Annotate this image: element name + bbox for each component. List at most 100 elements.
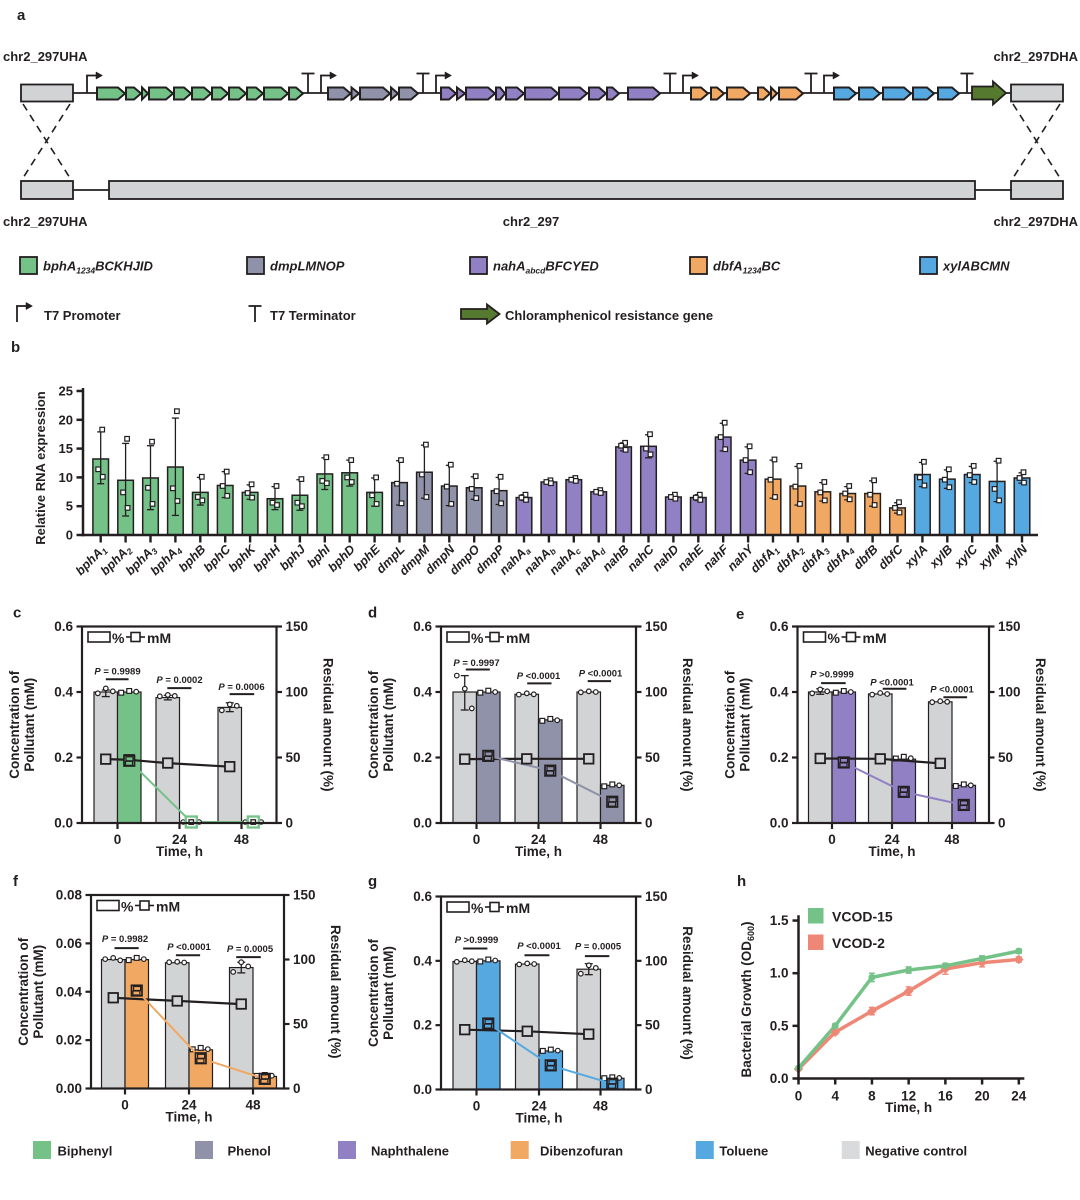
- svg-text:P <0.0001: P <0.0001: [930, 684, 974, 695]
- svg-text:100: 100: [286, 685, 309, 700]
- svg-text:0: 0: [795, 1089, 803, 1104]
- svg-text:c: c: [13, 605, 21, 622]
- svg-text:P = 0.0002: P = 0.0002: [156, 675, 202, 686]
- svg-text:Residual amount (%): Residual amount (%): [328, 925, 343, 1059]
- svg-text:Residual amount (%): Residual amount (%): [321, 658, 336, 792]
- svg-text:Pollutant (mM): Pollutant (mM): [22, 678, 37, 772]
- svg-text:P <0.0001: P <0.0001: [167, 942, 211, 953]
- svg-text:Concentration of: Concentration of: [366, 670, 381, 778]
- svg-text:0: 0: [286, 816, 294, 831]
- svg-text:48: 48: [593, 832, 609, 847]
- svg-text:VCOD-15: VCOD-15: [832, 909, 893, 925]
- svg-text:Residual amount (%): Residual amount (%): [680, 926, 695, 1060]
- svg-text:T7 Promoter: T7 Promoter: [44, 308, 121, 323]
- svg-text:0.4: 0.4: [54, 685, 73, 700]
- svg-text:0: 0: [473, 1099, 481, 1114]
- svg-text:16: 16: [938, 1089, 954, 1104]
- svg-text:Time, h: Time, h: [515, 844, 562, 859]
- svg-text:mM: mM: [863, 630, 887, 646]
- svg-text:P = 0.0005: P = 0.0005: [575, 941, 622, 952]
- svg-text:0.2: 0.2: [770, 750, 789, 765]
- svg-text:Pollutant (mM): Pollutant (mM): [738, 678, 753, 772]
- svg-text:nahAabcdBFCYED: nahAabcdBFCYED: [493, 259, 599, 276]
- svg-text:150: 150: [998, 619, 1021, 634]
- svg-text:b: b: [11, 339, 20, 356]
- svg-text:d: d: [368, 605, 377, 622]
- svg-text:48: 48: [245, 1098, 261, 1113]
- svg-text:0: 0: [293, 1081, 301, 1096]
- svg-text:Residual amount (%): Residual amount (%): [1033, 658, 1048, 792]
- svg-text:mM: mM: [506, 900, 530, 916]
- svg-text:P >0.9999: P >0.9999: [455, 935, 499, 946]
- svg-text:1.0: 1.0: [770, 966, 789, 981]
- svg-text:20: 20: [59, 412, 73, 427]
- svg-text:Time, h: Time, h: [165, 1110, 212, 1125]
- svg-text:15: 15: [59, 441, 73, 456]
- svg-text:%: %: [121, 899, 134, 915]
- svg-text:P >0.9999: P >0.9999: [810, 670, 854, 681]
- svg-text:mM: mM: [147, 630, 171, 646]
- svg-text:Time, h: Time, h: [156, 844, 203, 859]
- svg-text:Concentration of: Concentration of: [7, 670, 22, 778]
- svg-text:P <0.0001: P <0.0001: [579, 669, 623, 680]
- svg-text:VCOD-2: VCOD-2: [832, 935, 885, 951]
- svg-text:100: 100: [645, 953, 668, 968]
- svg-text:25: 25: [59, 384, 73, 399]
- svg-text:0.2: 0.2: [413, 1018, 432, 1033]
- svg-text:chr2_297DHA: chr2_297DHA: [993, 214, 1078, 229]
- svg-text:0.08: 0.08: [56, 888, 83, 903]
- svg-text:0.5: 0.5: [770, 1018, 789, 1033]
- svg-text:chr2_297UHA: chr2_297UHA: [3, 49, 88, 64]
- svg-text:0.4: 0.4: [770, 685, 789, 700]
- svg-text:0.2: 0.2: [54, 750, 73, 765]
- svg-text:0.0: 0.0: [54, 816, 73, 831]
- svg-text:0.02: 0.02: [56, 1033, 82, 1048]
- svg-text:P = 0.0005: P = 0.0005: [227, 944, 274, 955]
- svg-text:0.06: 0.06: [56, 936, 83, 951]
- svg-text:24: 24: [531, 1099, 547, 1114]
- svg-text:0.04: 0.04: [56, 984, 83, 999]
- svg-text:0.0: 0.0: [413, 1082, 432, 1097]
- svg-text:P = 0.9989: P = 0.9989: [94, 666, 140, 677]
- svg-text:Concentration of: Concentration of: [366, 939, 381, 1047]
- svg-text:e: e: [736, 606, 744, 623]
- svg-text:24: 24: [1011, 1089, 1027, 1104]
- svg-text:%: %: [828, 630, 841, 646]
- svg-text:Chloramphenicol resistance gen: Chloramphenicol resistance gene: [505, 308, 713, 323]
- svg-text:f: f: [13, 873, 19, 890]
- svg-text:chr2_297UHA: chr2_297UHA: [3, 214, 88, 229]
- svg-text:Negative control: Negative control: [865, 1144, 967, 1159]
- svg-text:P = 0.0006: P = 0.0006: [218, 682, 264, 693]
- svg-text:%: %: [471, 630, 484, 646]
- svg-text:chr2_297: chr2_297: [503, 214, 559, 229]
- svg-text:4: 4: [831, 1089, 839, 1104]
- svg-text:T7 Terminator: T7 Terminator: [270, 308, 356, 323]
- svg-text:150: 150: [645, 889, 668, 904]
- svg-text:0.4: 0.4: [413, 685, 432, 700]
- svg-text:0.0: 0.0: [770, 816, 789, 831]
- svg-text:0: 0: [473, 832, 481, 847]
- svg-text:xylABCMN: xylABCMN: [942, 259, 1010, 274]
- svg-text:0: 0: [645, 816, 653, 831]
- svg-text:5: 5: [66, 499, 73, 514]
- svg-text:Time, h: Time, h: [885, 1100, 932, 1115]
- svg-text:48: 48: [234, 832, 250, 847]
- svg-text:chr2_297DHA: chr2_297DHA: [993, 49, 1078, 64]
- svg-text:Time, h: Time, h: [515, 1111, 562, 1126]
- svg-text:0.6: 0.6: [54, 619, 73, 634]
- svg-text:100: 100: [293, 952, 316, 967]
- svg-text:0.0: 0.0: [770, 1071, 789, 1086]
- svg-text:Toluene: Toluene: [719, 1144, 768, 1159]
- svg-text:1.5: 1.5: [770, 913, 789, 928]
- svg-text:%: %: [112, 630, 125, 646]
- svg-text:Pollutant (mM): Pollutant (mM): [381, 946, 396, 1040]
- svg-text:dbfA1234BC: dbfA1234BC: [713, 259, 781, 276]
- svg-text:P = 0.9982: P = 0.9982: [102, 934, 148, 945]
- svg-text:0.4: 0.4: [413, 953, 432, 968]
- svg-text:0: 0: [114, 832, 122, 847]
- svg-text:48: 48: [593, 1099, 609, 1114]
- svg-text:0: 0: [828, 832, 836, 847]
- svg-text:mM: mM: [156, 899, 180, 915]
- svg-text:P <0.0001: P <0.0001: [517, 671, 561, 682]
- svg-text:150: 150: [286, 619, 309, 634]
